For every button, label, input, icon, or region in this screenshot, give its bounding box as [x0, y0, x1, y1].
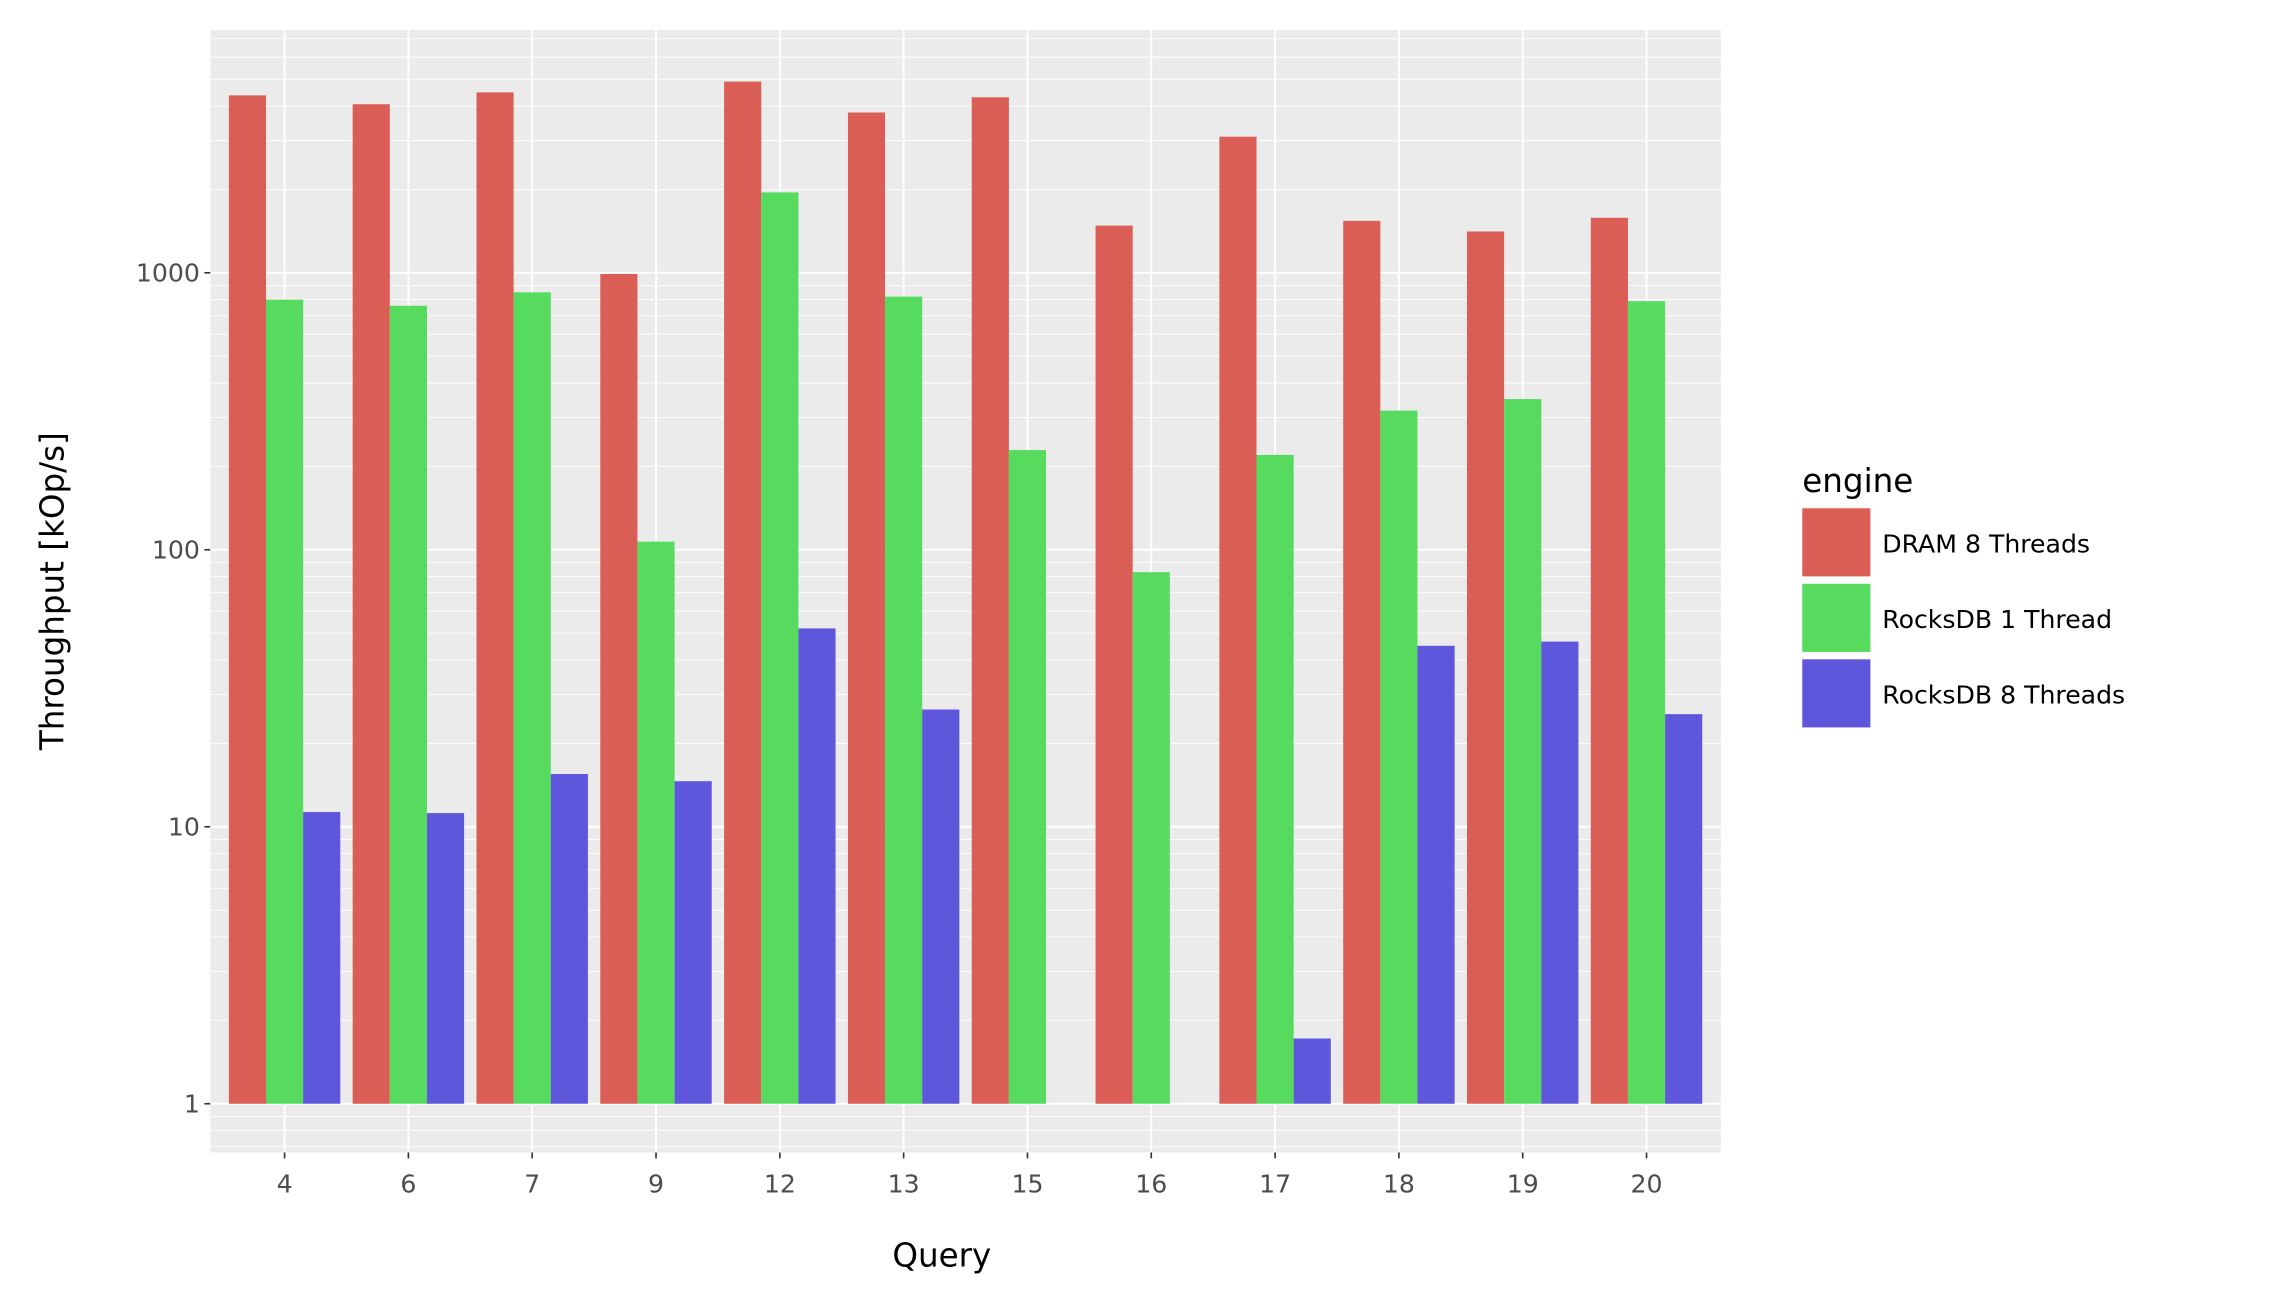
x-tick-label: 19: [1507, 1169, 1539, 1198]
bar-dram-8-threads-q9: [600, 273, 638, 1104]
x-tick-label: 12: [764, 1169, 796, 1198]
x-axis-title: Query: [892, 1236, 991, 1274]
y-tick-label: 1: [184, 1090, 200, 1119]
bar-dram-8-threads-q15: [971, 97, 1009, 1104]
bar-dram-8-threads-q4: [228, 95, 267, 1104]
bar-dram-8-threads-q6: [352, 104, 390, 1104]
bar-dram-8-threads-q17: [1219, 136, 1257, 1104]
bar-rocksdb-8-threads-q4: [303, 812, 341, 1104]
y-tick-label: 1000: [136, 259, 200, 288]
bar-dram-8-threads-q16: [1095, 225, 1133, 1104]
bar-dram-8-threads-q7: [476, 92, 514, 1104]
bar-rocksdb-1-thread-q19: [1504, 399, 1542, 1104]
legend-label: DRAM 8 Threads: [1882, 530, 2090, 559]
bar-rocksdb-1-thread-q20: [1627, 301, 1666, 1104]
y-axis: 1 10 100 1000: [136, 259, 211, 1119]
bars: [228, 81, 1703, 1104]
bar-rocksdb-1-thread-q18: [1380, 410, 1418, 1104]
x-axis: 4 6 7 9 12 13 15 16 17 18 19 20: [277, 1152, 1663, 1198]
x-tick-label: 20: [1631, 1169, 1663, 1198]
bar-rocksdb-1-thread-q13: [885, 296, 923, 1104]
bar-rocksdb-8-threads-q19: [1541, 641, 1579, 1104]
legend-swatch: [1802, 659, 1871, 728]
bar-rocksdb-8-threads-q7: [550, 774, 588, 1104]
legend-swatch: [1802, 583, 1871, 652]
bar-rocksdb-1-thread-q4: [266, 299, 304, 1104]
bar-dram-8-threads-q19: [1466, 231, 1505, 1104]
bar-dram-8-threads-q18: [1343, 220, 1381, 1104]
x-tick-label: 4: [277, 1169, 293, 1198]
bar-rocksdb-8-threads-q18: [1417, 645, 1455, 1104]
legend-title: engine: [1802, 462, 1913, 500]
bar-dram-8-threads-q13: [847, 112, 886, 1104]
y-tick-label: 10: [168, 813, 200, 842]
bar-rocksdb-8-threads-q13: [922, 709, 960, 1104]
bar-dram-8-threads-q20: [1590, 217, 1628, 1104]
bar-rocksdb-8-threads-q17: [1293, 1038, 1331, 1104]
bar-rocksdb-1-thread-q6: [389, 305, 427, 1104]
x-tick-label: 13: [888, 1169, 920, 1198]
x-tick-label: 17: [1259, 1169, 1291, 1198]
legend: engine DRAM 8 Threads RocksDB 1 Thread Roc…: [1802, 462, 2125, 728]
x-tick-label: 18: [1383, 1169, 1415, 1198]
x-tick-label: 16: [1135, 1169, 1167, 1198]
x-tick-label: 15: [1011, 1169, 1043, 1198]
y-tick-label: 100: [152, 536, 200, 565]
bar-rocksdb-8-threads-q12: [798, 628, 836, 1104]
bar-rocksdb-8-threads-q6: [426, 813, 465, 1104]
bar-rocksdb-8-threads-q9: [674, 781, 712, 1104]
legend-label: RocksDB 1 Thread: [1882, 605, 2112, 634]
bar-dram-8-threads-q12: [724, 81, 762, 1104]
bar-rocksdb-1-thread-q15: [1008, 450, 1047, 1104]
bar-rocksdb-1-thread-q7: [513, 292, 551, 1104]
y-axis-title: Throughput [kOp/s]: [34, 432, 72, 751]
legend-swatch: [1802, 508, 1871, 577]
x-tick-label: 9: [648, 1169, 664, 1198]
bar-rocksdb-1-thread-q9: [637, 541, 675, 1104]
x-tick-label: 7: [524, 1169, 540, 1198]
legend-label: RocksDB 8 Threads: [1882, 681, 2125, 710]
bar-rocksdb-1-thread-q12: [761, 192, 799, 1104]
x-tick-label: 6: [400, 1169, 416, 1198]
bar-rocksdb-8-threads-q20: [1665, 714, 1703, 1104]
bar-rocksdb-1-thread-q17: [1256, 454, 1294, 1104]
bar-rocksdb-1-thread-q16: [1132, 572, 1170, 1104]
